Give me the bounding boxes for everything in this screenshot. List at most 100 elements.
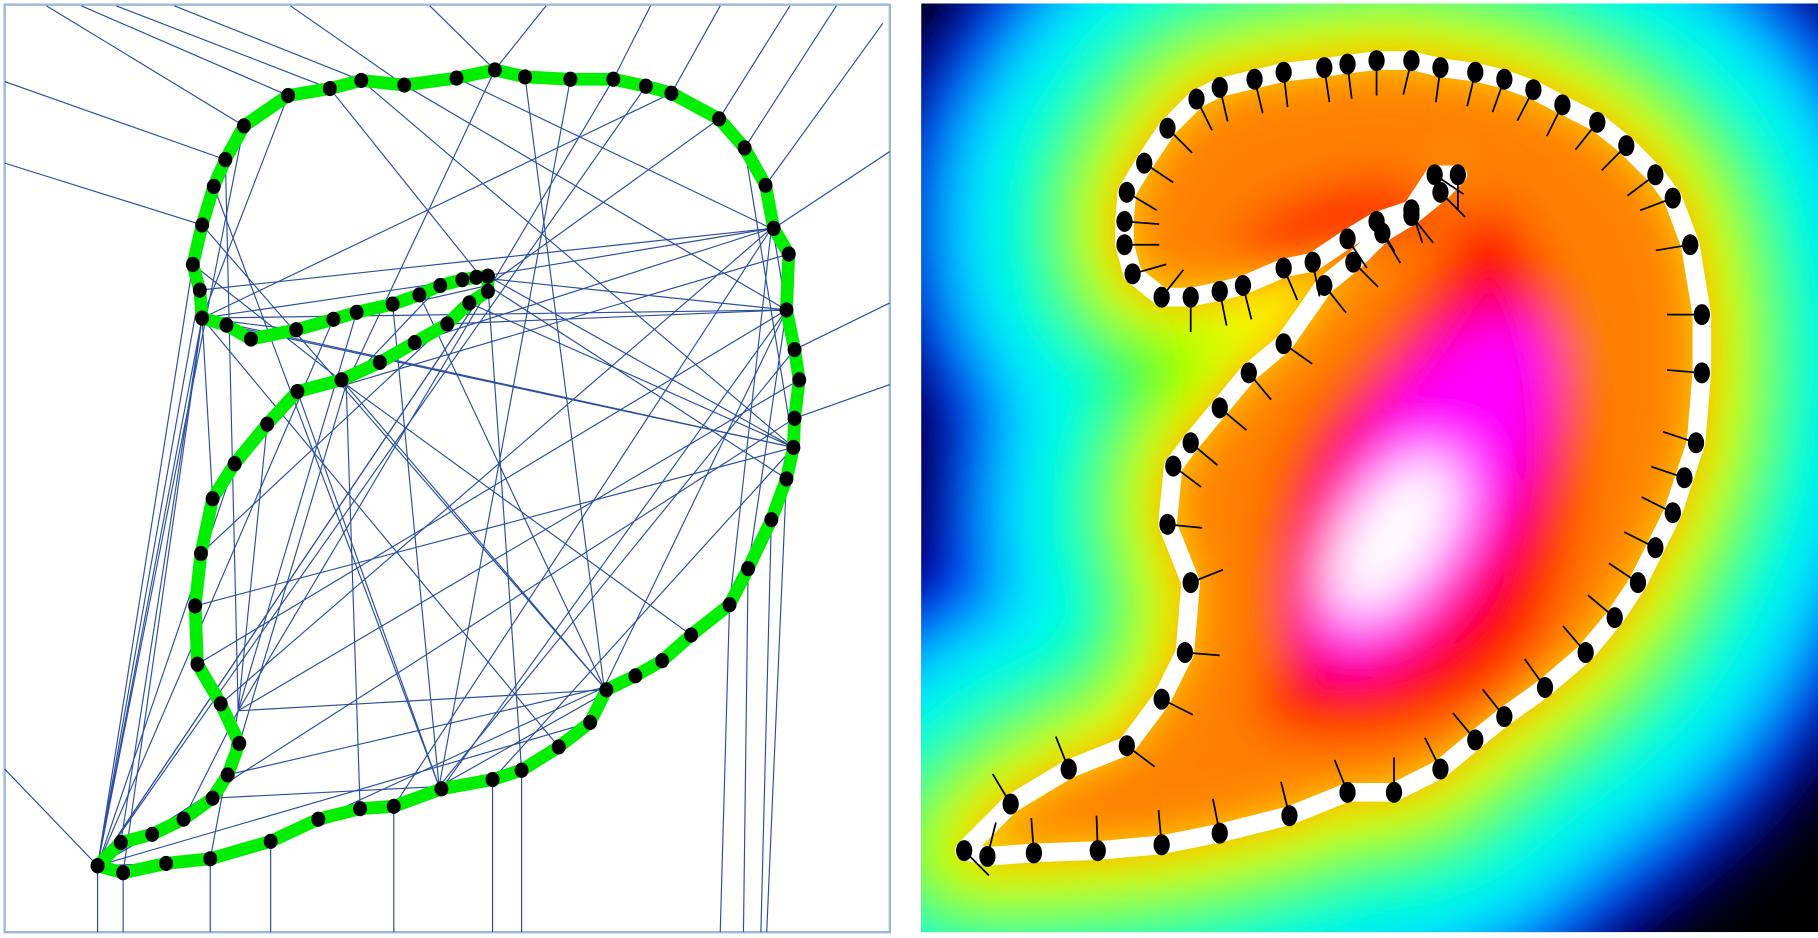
contour-point: [1339, 228, 1356, 250]
boundary-point: [664, 85, 679, 101]
contour-point: [1339, 781, 1356, 803]
boundary-point: [741, 561, 756, 577]
boundary-point: [326, 311, 341, 327]
skeleton-line: [440, 309, 787, 790]
boundary-point: [243, 331, 258, 347]
skeleton-line: [97, 317, 203, 866]
boundary-point: [487, 62, 502, 78]
skeleton-line: [392, 304, 440, 787]
skeleton-line: [97, 290, 201, 866]
skeleton-line: [97, 264, 194, 866]
contour-point: [1496, 706, 1513, 728]
contour-point: [1339, 53, 1356, 75]
contour-point: [956, 840, 973, 862]
boundary-point: [220, 767, 235, 783]
skeleton-line: [487, 284, 787, 480]
skeleton-line: [345, 384, 692, 636]
contour-point: [1682, 234, 1699, 256]
contour-point: [1275, 61, 1292, 83]
contour-point: [1275, 333, 1292, 355]
skeleton-line: [773, 150, 891, 229]
boundary-point: [349, 304, 364, 320]
contour-point: [1118, 735, 1135, 757]
skeleton-line: [290, 5, 405, 86]
contour-point: [1316, 274, 1333, 296]
boundary-point: [606, 71, 621, 87]
boundary-point: [563, 71, 578, 87]
boundary-point: [449, 70, 464, 86]
skeleton-line: [418, 294, 605, 688]
skeleton-line: [718, 5, 791, 120]
boundary-point: [655, 653, 670, 669]
contour-point: [1629, 572, 1647, 594]
left-panel-frame: [3, 3, 891, 934]
skeleton-line: [487, 275, 794, 448]
boundary-point: [758, 177, 773, 193]
contour-point: [1554, 94, 1571, 116]
skeleton-line: [212, 785, 440, 799]
contour-point: [1525, 79, 1542, 101]
skeleton-line: [742, 568, 749, 933]
skeleton-lines: [4, 5, 891, 933]
boundary-point: [195, 310, 210, 326]
boundary-point: [514, 762, 529, 778]
skeleton-line: [201, 318, 214, 499]
contour-point: [1536, 676, 1554, 698]
skeleton-line: [438, 79, 571, 787]
skeleton-line: [97, 721, 591, 867]
boundary-point: [354, 72, 369, 88]
boundary-point: [213, 696, 228, 712]
skeleton-line: [4, 162, 203, 226]
boundary-point: [518, 69, 533, 85]
boundary-point: [113, 834, 128, 851]
skeleton-line: [97, 85, 647, 867]
boundary-point: [311, 811, 326, 827]
contour-point: [1246, 68, 1263, 90]
boundary-point: [583, 714, 598, 731]
skeleton-line: [120, 318, 203, 843]
contour-point: [1182, 286, 1199, 308]
contour-point: [1664, 502, 1681, 524]
left-panel: [3, 3, 891, 934]
boundary-point: [386, 798, 401, 814]
contour-point: [1316, 57, 1333, 79]
boundary-point: [227, 456, 242, 472]
boundary-point: [322, 80, 337, 97]
contour-point: [1153, 286, 1170, 308]
boundary-point: [737, 140, 752, 156]
contour-point: [1687, 432, 1705, 454]
boundary-point: [260, 416, 275, 432]
skeleton-line: [494, 5, 547, 71]
skeleton-line: [469, 302, 794, 448]
contour-point: [1116, 210, 1133, 232]
contour-point: [1693, 362, 1710, 384]
contour-point: [1234, 274, 1252, 296]
boundary-point: [433, 277, 448, 294]
contour-point: [1159, 117, 1176, 139]
boundary-point: [722, 597, 737, 613]
contour-point: [1188, 88, 1205, 110]
contour-point: [1368, 210, 1385, 232]
contour-point: [1153, 834, 1170, 856]
boundary-point: [469, 269, 484, 285]
contour-point: [1403, 199, 1420, 221]
contour-point: [1449, 164, 1467, 186]
skeleton-line: [201, 95, 289, 319]
skeleton-line: [766, 478, 788, 933]
boundary-point: [176, 811, 191, 827]
skeleton-line: [744, 5, 837, 149]
skeleton-line: [201, 92, 672, 319]
boundary-point: [193, 545, 208, 562]
contour-point: [1124, 263, 1141, 285]
skeleton-line: [429, 5, 496, 71]
contour-point: [1647, 537, 1664, 559]
skeleton-line: [414, 227, 772, 344]
skeleton-line: [487, 285, 523, 771]
contour-point: [1647, 164, 1664, 186]
contour-point: [1089, 840, 1106, 862]
boundary-point: [766, 220, 781, 236]
skeleton-line: [719, 604, 731, 933]
boundary-point: [353, 801, 368, 817]
skeleton-line: [341, 379, 605, 688]
contour-point: [1368, 50, 1385, 72]
